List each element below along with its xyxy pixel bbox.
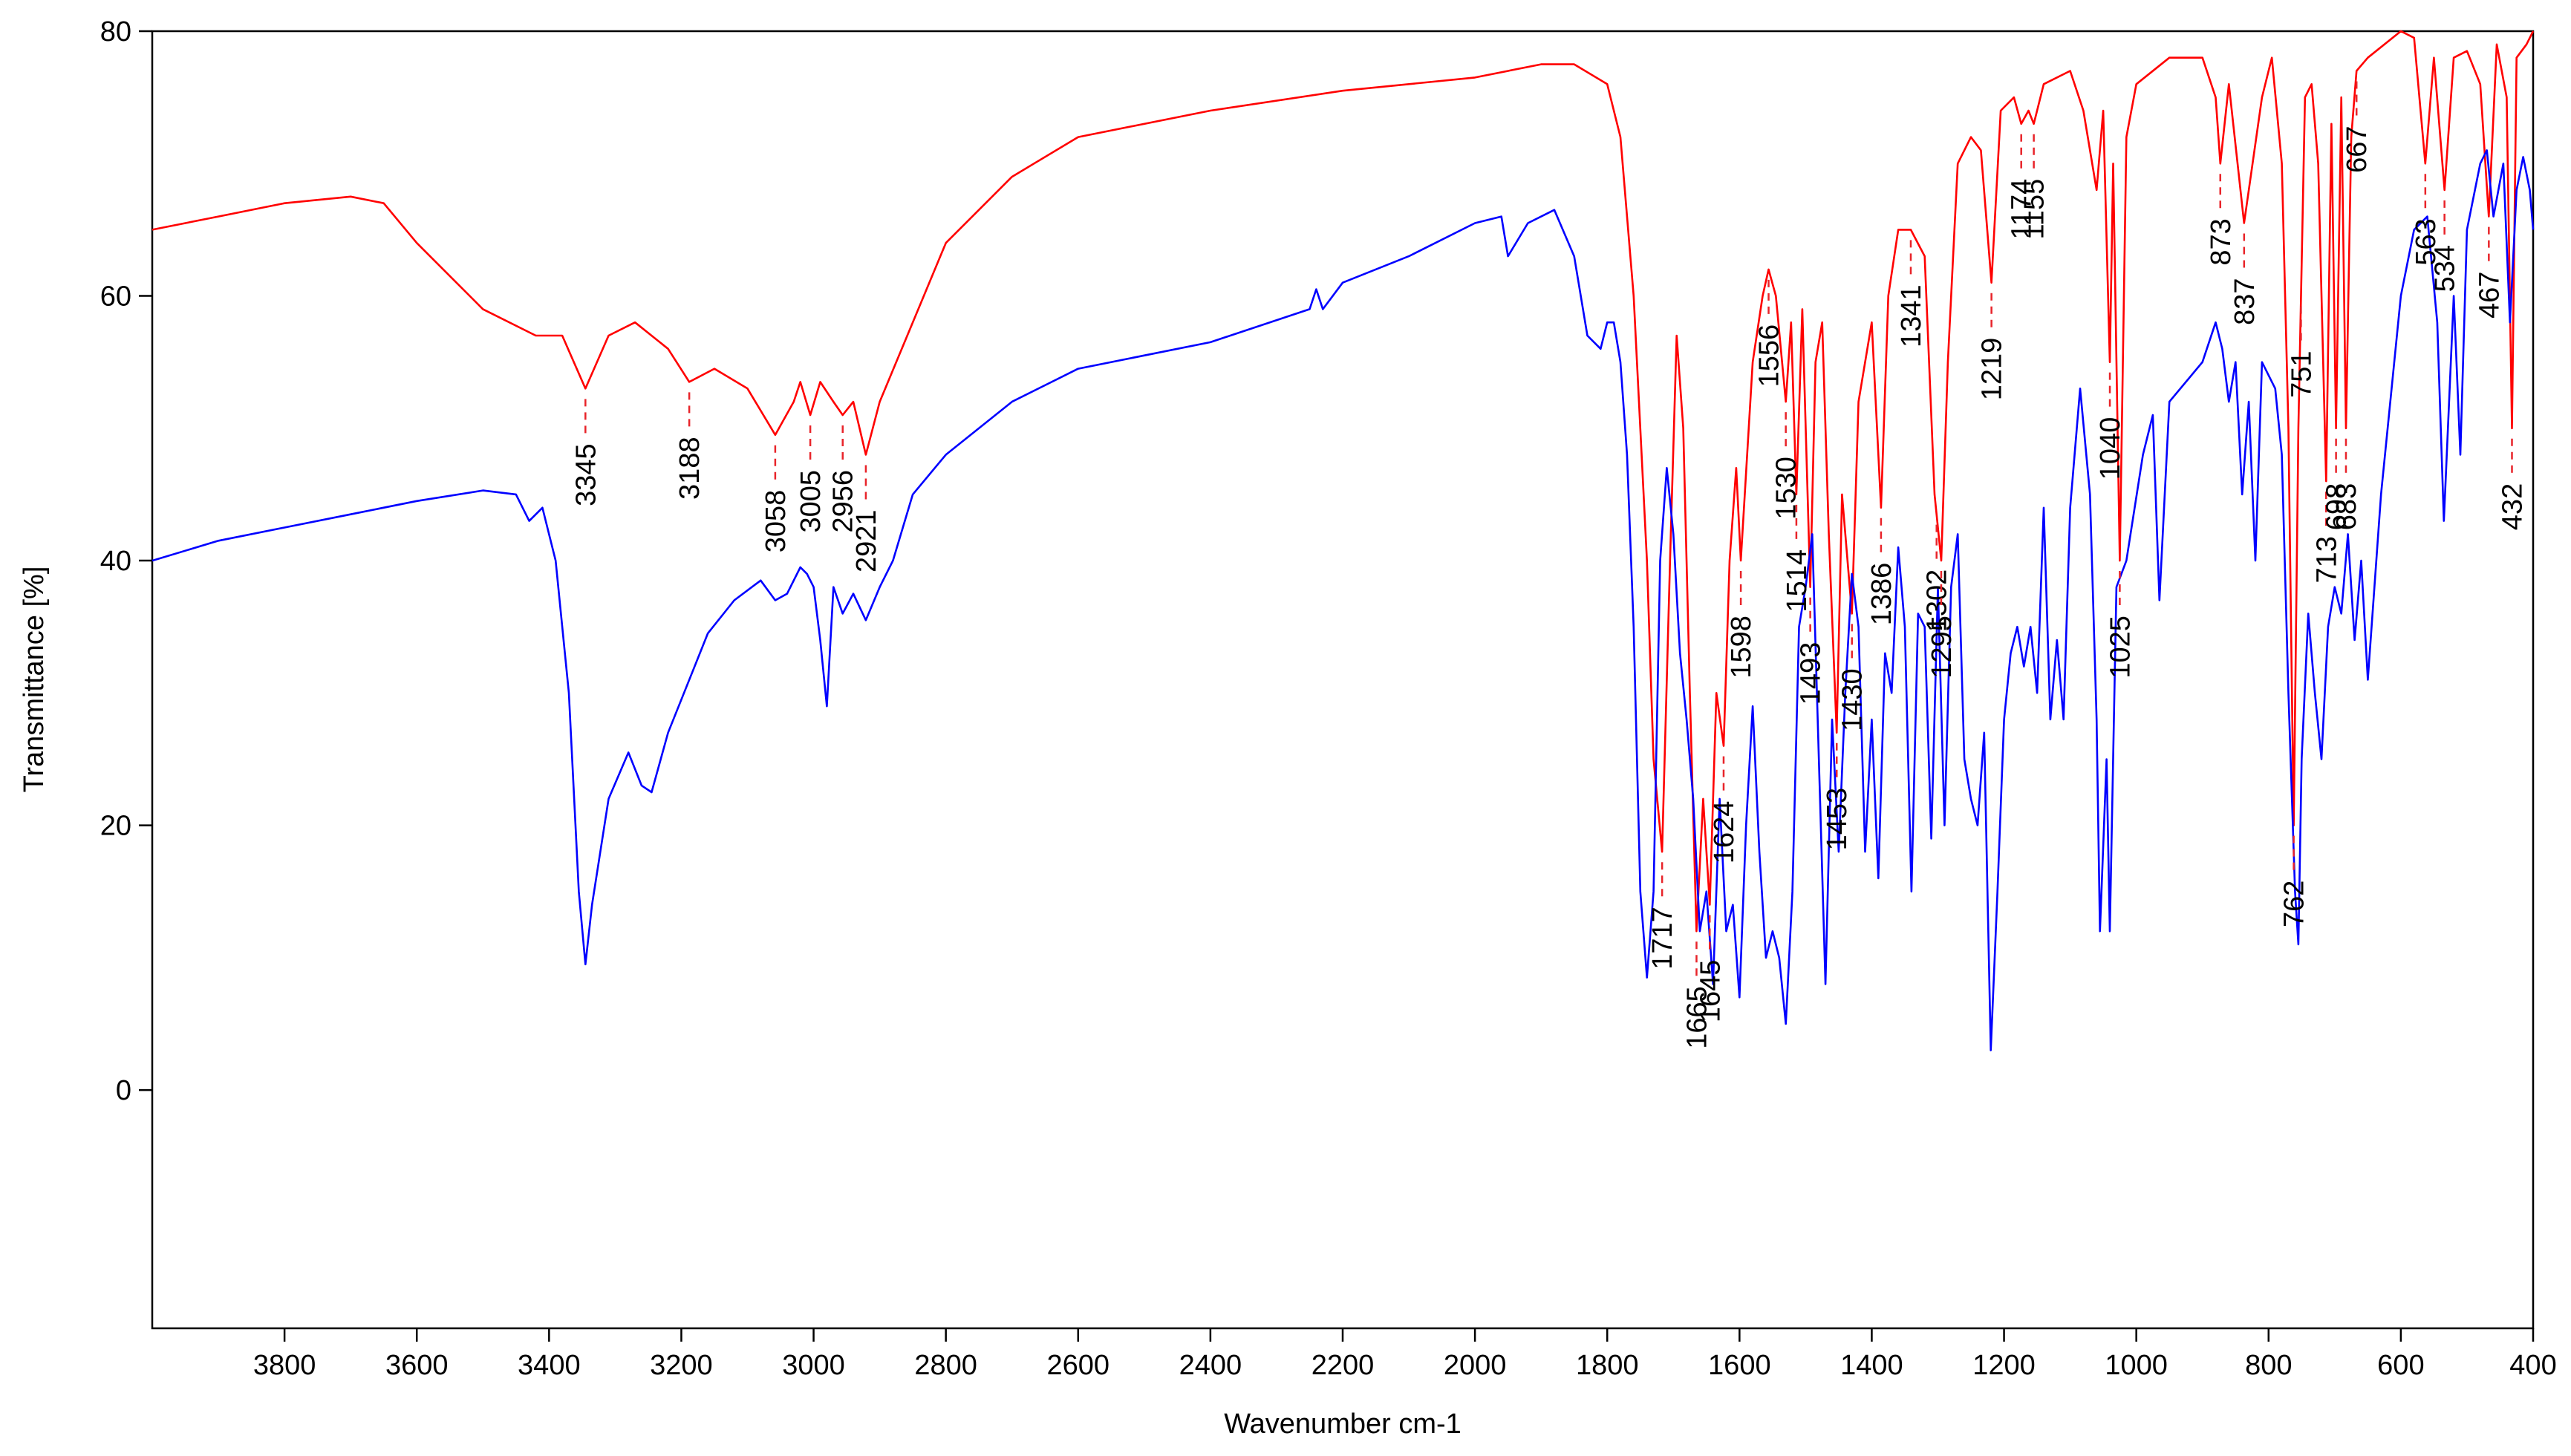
x-tick-label: 800 [2245, 1350, 2292, 1381]
x-tick-label: 600 [2377, 1350, 2424, 1381]
spectrum-line [151, 149, 2535, 1051]
peak-label: 1295 [1926, 616, 1958, 679]
y-tick-label: 60 [100, 281, 131, 313]
peak-label: 1430 [1837, 668, 1868, 731]
peak-label: 3188 [674, 437, 706, 500]
x-tick-label: 3400 [518, 1350, 581, 1381]
peak-label: 698 [2321, 483, 2353, 530]
peak-label: 1530 [1771, 457, 1802, 520]
peak-label: 837 [2229, 278, 2261, 324]
peak-label: 3345 [570, 443, 602, 506]
peak-label: 534 [2430, 245, 2461, 292]
plot-frame [151, 30, 2535, 1330]
y-tick-label: 20 [100, 811, 131, 842]
peak-label: 1645 [1695, 960, 1726, 1023]
y-axis-label: Transmittance [%] [19, 567, 50, 793]
x-tick-label: 1600 [1708, 1350, 1771, 1381]
x-tick-label: 2600 [1047, 1350, 1110, 1381]
peak-label: 683 [2331, 483, 2362, 530]
peak-label: 1717 [1647, 907, 1678, 970]
peak-label: 1040 [2095, 417, 2126, 480]
peak-label: 2921 [851, 509, 882, 572]
y-tick-label: 40 [100, 546, 131, 577]
peak-label: 751 [2286, 351, 2317, 398]
peak-label: 1556 [1754, 324, 1785, 388]
peak-label: 2956 [828, 470, 859, 533]
peak-label: 1514 [1782, 549, 1813, 613]
peak-label: 1025 [2105, 616, 2136, 679]
peak-label: 3005 [795, 470, 827, 533]
peak-label: 1302 [1922, 569, 1953, 633]
peak-label: 1341 [1896, 284, 1927, 347]
x-tick-label: 3800 [253, 1350, 316, 1381]
peak-label: 563 [2411, 218, 2442, 265]
x-tick-label: 400 [2509, 1350, 2556, 1381]
peak-label: 1493 [1796, 642, 1827, 705]
x-tick-label: 2000 [1444, 1350, 1507, 1381]
peak-label: 1155 [2019, 179, 2050, 240]
x-tick-label: 2200 [1311, 1350, 1375, 1381]
peak-label: 1598 [1726, 616, 1757, 679]
peak-label: 667 [2342, 125, 2373, 172]
spectrum-line [151, 30, 2535, 933]
peak-label: 1624 [1709, 801, 1740, 864]
peak-label: 1386 [1866, 563, 1897, 626]
x-tick-label: 3000 [782, 1350, 845, 1381]
x-tick-label: 2800 [914, 1350, 977, 1381]
peak-label: 467 [2474, 272, 2505, 319]
peak-label: 432 [2497, 483, 2529, 530]
x-axis-label: Wavenumber cm-1 [1224, 1408, 1462, 1440]
peak-label: 1174 [2007, 179, 2038, 240]
peak-label: 873 [2206, 218, 2237, 265]
x-tick-label: 1200 [1972, 1350, 2036, 1381]
peak-label: 1453 [1822, 788, 1853, 851]
y-tick-label: 0 [116, 1075, 131, 1106]
x-tick-label: 2400 [1179, 1350, 1242, 1381]
peak-label: 3058 [760, 490, 792, 553]
x-tick-label: 1000 [2105, 1350, 2168, 1381]
peak-label: 1219 [1977, 338, 2008, 401]
x-tick-label: 3200 [650, 1350, 713, 1381]
x-tick-label: 1800 [1576, 1350, 1639, 1381]
x-tick-label: 1400 [1840, 1350, 1903, 1381]
peak-label: 713 [2311, 536, 2342, 583]
peak-label: 1665 [1681, 986, 1713, 1049]
peak-label: 762 [2279, 881, 2310, 927]
x-tick-label: 3600 [385, 1350, 449, 1381]
y-tick-label: 80 [100, 16, 131, 48]
